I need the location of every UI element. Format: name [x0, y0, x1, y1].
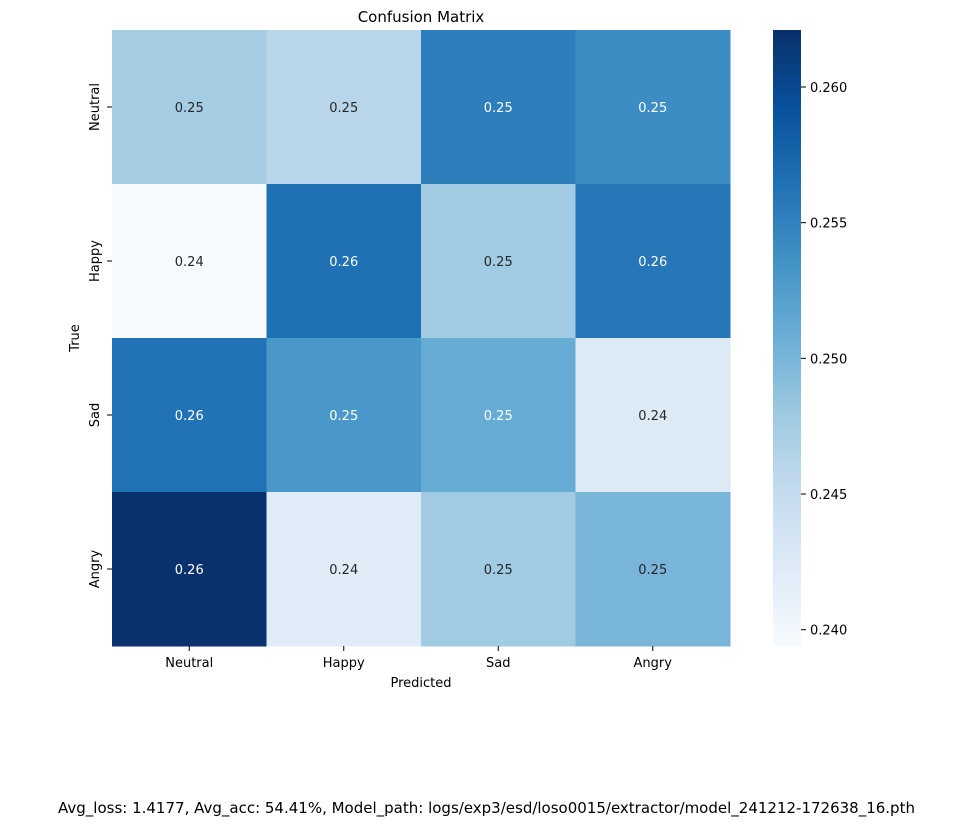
heatmap-cell — [421, 30, 576, 185]
cell-value-label: 0.24 — [638, 409, 667, 424]
y-tick-label: Neutral — [88, 83, 103, 131]
x-tick-label: Sad — [486, 656, 510, 671]
cell-value-label: 0.26 — [638, 255, 667, 270]
heatmap-cell — [112, 338, 267, 493]
cell-value-label: 0.25 — [638, 563, 667, 578]
heatmap-cell — [112, 184, 267, 339]
cell-value-label: 0.25 — [329, 101, 358, 116]
cell-value-label: 0.25 — [329, 409, 358, 424]
cell-value-label: 0.25 — [484, 255, 513, 270]
heatmap-cell — [575, 30, 731, 185]
colorbar-tick-label: 0.240 — [810, 624, 847, 639]
cell-value-label: 0.24 — [329, 563, 358, 578]
y-tick-label: Sad — [88, 403, 103, 427]
heatmap-cell — [112, 30, 267, 185]
footer-caption: Avg_loss: 1.4177, Avg_acc: 54.41%, Model… — [58, 799, 915, 817]
cell-value-label: 0.25 — [484, 409, 513, 424]
heatmap-cell — [575, 338, 731, 493]
x-tick-label: Happy — [323, 656, 365, 671]
x-axis-label: Predicted — [390, 676, 451, 691]
heatmap-cell — [575, 492, 731, 647]
heatmap-cell — [266, 338, 422, 493]
x-tick-label: Angry — [634, 656, 673, 671]
heatmap-cells: 0.25 0.25 0.25 0.25 0.24 0.26 0.25 0.26 0.26 0.25… — [112, 30, 731, 647]
colorbar-tick-label: 0.255 — [810, 217, 847, 232]
cell-value-label: 0.26 — [175, 409, 204, 424]
heatmap-cell — [575, 184, 731, 339]
heatmap-cell — [266, 30, 422, 185]
colorbar-tick-label: 0.260 — [810, 81, 847, 96]
heatmap-cell — [266, 184, 422, 339]
colorbar-ticks: 0.240 0.245 0.250 0.255 0.260 — [801, 81, 847, 639]
cell-value-label: 0.25 — [484, 101, 513, 116]
heatmap-cell — [266, 492, 422, 647]
heatmap-cell — [421, 184, 576, 339]
colorbar-tick-label: 0.245 — [810, 488, 847, 503]
x-tick-label: Neutral — [165, 656, 213, 671]
cell-value-label: 0.24 — [175, 255, 204, 270]
y-tick-label: Angry — [88, 549, 103, 588]
y-axis-ticks: Neutral Happy Sad Angry — [88, 83, 112, 588]
cell-value-label: 0.26 — [329, 255, 358, 270]
cell-value-label: 0.25 — [638, 101, 667, 116]
y-tick-label: Happy — [88, 240, 103, 282]
cell-value-label: 0.25 — [484, 563, 513, 578]
y-axis-label: True — [68, 324, 83, 353]
cell-value-label: 0.25 — [175, 101, 204, 116]
colorbar — [773, 30, 801, 646]
x-axis-ticks: Neutral Happy Sad Angry — [165, 646, 672, 671]
colorbar-tick-label: 0.250 — [810, 352, 847, 367]
heatmap-cell — [421, 492, 576, 647]
chart-title: Confusion Matrix — [358, 8, 485, 26]
heatmap-cell — [421, 338, 576, 493]
heatmap-cell — [112, 492, 267, 647]
cell-value-label: 0.26 — [175, 563, 204, 578]
